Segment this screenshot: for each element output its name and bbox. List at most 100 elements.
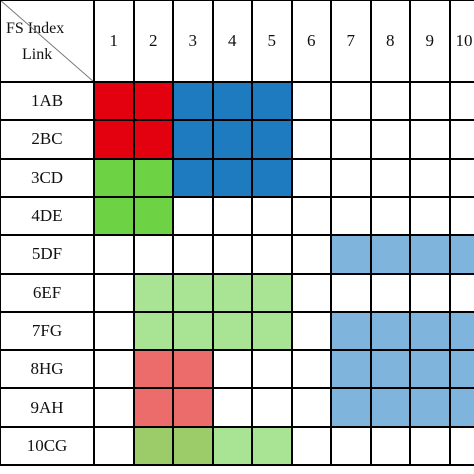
column-header-10: 10 — [455, 31, 473, 50]
grid-line-horizontal — [0, 81, 474, 83]
grid-cell — [94, 235, 134, 274]
column-header-9: 9 — [425, 31, 435, 50]
grid-cell — [331, 82, 371, 121]
grid-cell — [173, 350, 213, 389]
grid-cell — [291, 350, 331, 389]
grid-cell — [173, 158, 213, 197]
grid-cell — [94, 273, 134, 312]
grid-cell — [173, 82, 213, 121]
grid-cell — [252, 273, 292, 312]
grid-cell — [370, 273, 410, 312]
grid-line-horizontal — [0, 425, 474, 428]
grid-cell — [449, 235, 474, 274]
grid-cell — [212, 120, 252, 159]
grid-cell — [133, 273, 173, 312]
grid-cell — [252, 350, 292, 389]
column-header-6: 6 — [307, 31, 316, 50]
grid-line-vertical — [0, 0, 1, 465]
grid-cell — [370, 388, 410, 427]
grid-line-vertical — [93, 0, 95, 465]
row-label-8HG: 8HG — [30, 359, 64, 379]
grid-cell — [449, 350, 474, 389]
row-label-3CD: 3CD — [30, 167, 64, 187]
grid-cell — [410, 311, 450, 351]
grid-line-horizontal — [0, 310, 474, 313]
grid-cell — [291, 158, 331, 197]
grid-cell — [331, 196, 371, 236]
grid-cell — [410, 120, 450, 159]
grid-cell — [449, 120, 474, 159]
grid-cell — [449, 82, 474, 121]
grid-line-vertical — [251, 0, 253, 465]
column-header-2: 2 — [149, 31, 158, 50]
grid-line-vertical — [211, 0, 214, 465]
grid-cell — [133, 350, 173, 389]
row-label-5DF: 5DF — [31, 244, 63, 264]
grid-cell — [212, 235, 252, 274]
grid-cell — [133, 388, 173, 427]
grid-line-vertical — [369, 0, 372, 465]
grid-cell — [212, 350, 252, 389]
grid-cell — [410, 158, 450, 197]
row-label-1AB: 1AB — [30, 91, 64, 111]
grid-cell — [331, 350, 371, 389]
grid-cell — [291, 196, 331, 236]
grid-cell — [173, 235, 213, 274]
grid-cell — [252, 235, 292, 274]
corner-link-label: Link — [22, 46, 53, 63]
row-label-10CG: 10CG — [26, 435, 68, 455]
grid-cell — [370, 196, 410, 236]
grid-cell — [449, 196, 474, 236]
grid-line-horizontal — [0, 119, 474, 122]
grid-cell — [133, 120, 173, 159]
grid-cell — [133, 426, 173, 465]
grid-cell — [133, 311, 173, 351]
grid-cell — [94, 350, 134, 389]
grid-line-vertical — [172, 0, 174, 465]
grid-cell — [252, 120, 292, 159]
grid-cell — [94, 311, 134, 351]
grid-cell — [212, 158, 252, 197]
grid-cell — [252, 311, 292, 351]
grid-cell — [173, 273, 213, 312]
grid-cell — [173, 426, 213, 465]
grid-line-horizontal — [0, 0, 474, 1]
grid-cell — [331, 273, 371, 312]
grid-cell — [212, 426, 252, 465]
grid-cell — [331, 388, 371, 427]
grid-line-horizontal — [0, 195, 474, 198]
grid-cell — [370, 120, 410, 159]
column-header-4: 4 — [228, 31, 237, 50]
grid-cell — [410, 388, 450, 427]
grid-cell — [291, 120, 331, 159]
grid-cell — [370, 235, 410, 274]
grid-cell — [291, 311, 331, 351]
grid-cell — [212, 388, 252, 427]
column-header-8: 8 — [386, 31, 395, 50]
corner-diagonal — [0, 0, 94, 82]
grid-cell — [212, 82, 252, 121]
grid-line-horizontal — [0, 464, 474, 466]
column-header-7: 7 — [346, 31, 356, 50]
column-header-5: 5 — [267, 31, 277, 50]
grid-line-horizontal — [0, 349, 474, 352]
row-label-4DE: 4DE — [31, 206, 63, 226]
grid-cell — [252, 426, 292, 465]
grid-cell — [291, 235, 331, 274]
corner-fs-index-label: FS Index — [6, 20, 65, 37]
grid-cell — [173, 120, 213, 159]
grid-cell — [449, 311, 474, 351]
grid-cell — [252, 158, 292, 197]
grid-line-vertical — [448, 0, 451, 465]
grid-cell — [410, 426, 450, 465]
grid-cell — [133, 82, 173, 121]
grid-cell — [94, 196, 134, 236]
grid-cell — [449, 426, 474, 465]
row-label-7FG: 7FG — [31, 320, 63, 340]
row-label-2BC: 2BC — [31, 129, 63, 149]
grid-line-vertical — [409, 0, 411, 465]
column-header-1: 1 — [109, 31, 119, 50]
grid-cell — [173, 311, 213, 351]
grid-cell — [291, 388, 331, 427]
